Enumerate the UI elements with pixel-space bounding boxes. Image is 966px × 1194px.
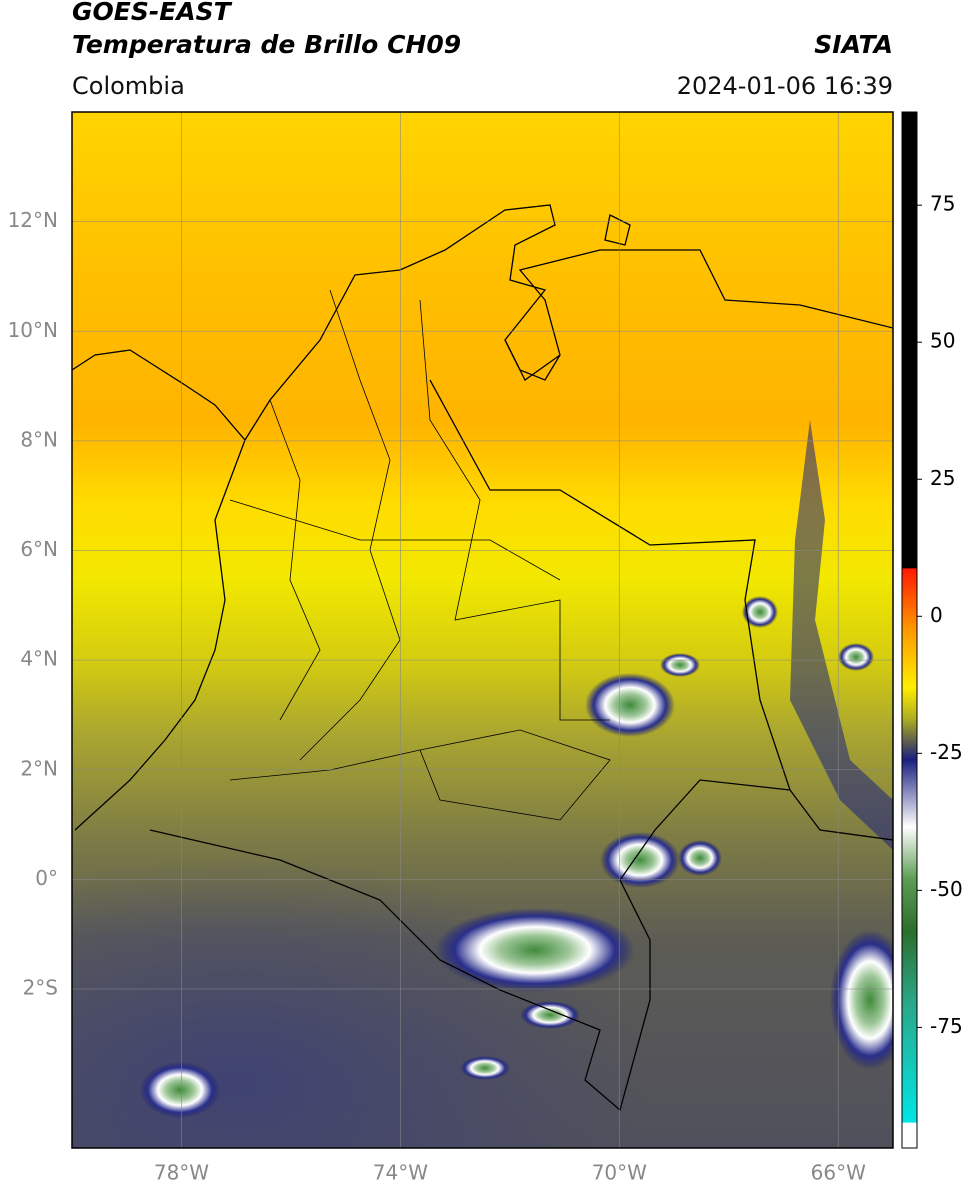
lat-tick-label: 0° (35, 866, 58, 890)
source: SIATA (814, 30, 893, 59)
colorbar-tick-label: -25 (930, 740, 963, 764)
colorbar-tick-label: 50 (930, 329, 955, 353)
lat-tick-label: 12°N (8, 208, 58, 232)
map-frame (71, 111, 894, 1149)
lat-tick-label: 2°S (23, 976, 58, 1000)
region: Colombia (72, 72, 185, 100)
lat-tick-label: 10°N (8, 318, 58, 342)
lat-tick-label: 8°N (20, 427, 58, 451)
lat-tick-label: 4°N (20, 647, 58, 671)
colorbar (901, 111, 918, 1149)
title: GOES-EAST (72, 0, 233, 26)
lon-tick-label: 66°W (811, 1161, 866, 1185)
lat-tick-label: 6°N (20, 537, 58, 561)
lon-tick-label: 78°W (154, 1161, 209, 1185)
colorbar-tick-label: 25 (930, 466, 955, 490)
colorbar-tick-label: 75 (930, 192, 955, 216)
lon-tick-label: 70°W (592, 1161, 647, 1185)
imagery (72, 112, 893, 1148)
lat-tick-label: 2°N (20, 756, 58, 780)
colorbar-tick-label: -75 (930, 1014, 963, 1038)
colorbar-tick-label: -50 (930, 877, 963, 901)
lon-tick-label: 74°W (373, 1161, 428, 1185)
subtitle: Temperatura de Brillo CH09 (72, 30, 461, 59)
colorbar-tick-label: 0 (930, 603, 943, 627)
datetime: 2024-01-06 16:39 (677, 72, 893, 100)
graticule (72, 112, 893, 1148)
